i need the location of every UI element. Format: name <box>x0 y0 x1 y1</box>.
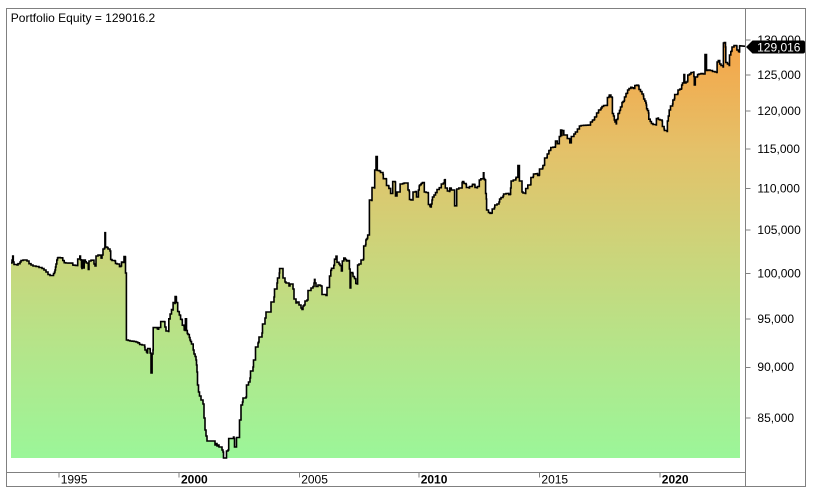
svg-text:2015: 2015 <box>541 473 568 487</box>
svg-text:Portfolio Equity = 129016.2: Portfolio Equity = 129016.2 <box>11 11 156 25</box>
svg-text:95,000: 95,000 <box>757 312 794 326</box>
svg-text:90,000: 90,000 <box>757 360 794 374</box>
svg-text:110,000: 110,000 <box>757 182 800 196</box>
svg-text:115,000: 115,000 <box>757 142 800 156</box>
svg-text:120,000: 120,000 <box>757 104 801 118</box>
svg-text:2000: 2000 <box>181 473 208 487</box>
svg-text:2020: 2020 <box>662 473 689 487</box>
svg-text:105,000: 105,000 <box>757 223 801 237</box>
svg-text:1995: 1995 <box>61 473 88 487</box>
svg-text:125,000: 125,000 <box>757 68 801 82</box>
svg-text:2010: 2010 <box>421 473 448 487</box>
svg-text:129,016: 129,016 <box>757 41 801 55</box>
svg-text:2005: 2005 <box>301 473 328 487</box>
svg-text:85,000: 85,000 <box>757 411 794 425</box>
svg-text:100,000: 100,000 <box>757 266 801 280</box>
